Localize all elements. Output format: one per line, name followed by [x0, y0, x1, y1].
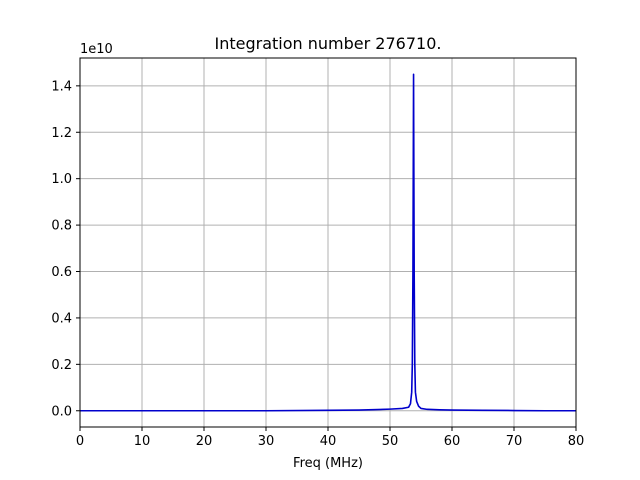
spectrum-line — [80, 73, 576, 412]
x-tick-label: 50 — [382, 434, 399, 449]
x-tick-label: 10 — [134, 434, 151, 449]
y-tick-label: 0.4 — [51, 311, 72, 326]
y-tick-label: 0.2 — [51, 358, 72, 373]
x-tick-label: 70 — [506, 434, 523, 449]
ticks: 0 10 20 30 40 50 60 70 80 0.0 0.2 0.4 0.6 0.8 1.0 1.2 1.… — [51, 79, 584, 449]
y-tick-label: 1.0 — [51, 172, 72, 187]
y-tick-label: 0.8 — [51, 219, 72, 234]
y-tick-label: 0.0 — [51, 404, 72, 419]
series-group — [80, 73, 576, 412]
x-axis-label: Freq (MHz) — [293, 456, 363, 471]
y-tick-label: 1.2 — [51, 126, 72, 141]
x-tick-label: 20 — [196, 434, 213, 449]
y-offset-text: 1e10 — [80, 42, 113, 57]
y-tick-label: 0.6 — [51, 265, 72, 280]
chart-title: Integration number 276710. — [215, 34, 442, 53]
x-tick-label: 60 — [444, 434, 461, 449]
y-tick-label: 1.4 — [51, 79, 72, 94]
x-tick-label: 80 — [568, 434, 585, 449]
x-tick-label: 40 — [320, 434, 337, 449]
x-tick-label: 30 — [258, 434, 275, 449]
x-tick-label: 0 — [76, 434, 84, 449]
